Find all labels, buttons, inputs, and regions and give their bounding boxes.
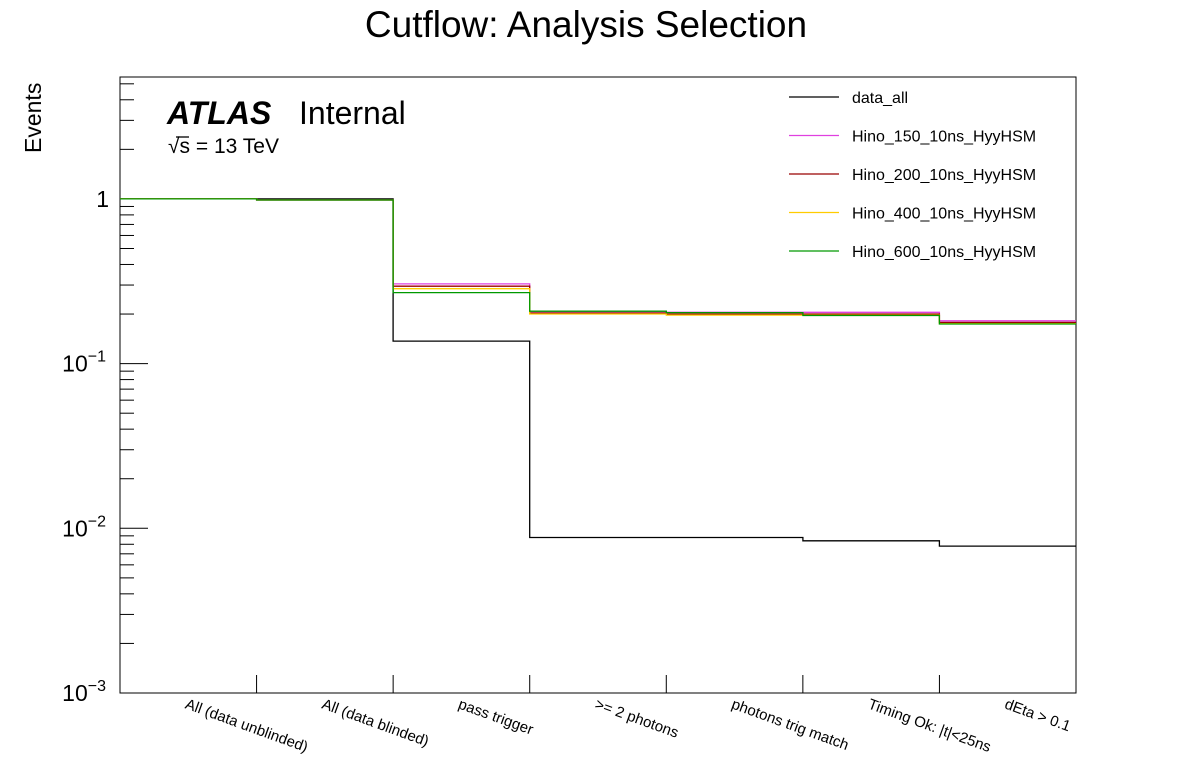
series-group [120,198,1076,547]
legend-label-1: Hino_150_10ns_HyyHSM [852,129,1036,146]
series-line-0 [120,198,1076,547]
energy-label: √s = 13 TeV [168,135,279,158]
y-tick-label: 10−3 [62,678,106,706]
legend-label-2: Hino_200_10ns_HyyHSM [852,167,1036,184]
plot-frame [119,76,1077,694]
legend: data_all Hino_150_10ns_HyyHSM Hino_200_10n… [789,90,1036,261]
series-line-4 [120,198,1076,325]
energy-value: = 13 TeV [190,135,279,158]
chart-title: Cutflow: Analysis Selection [365,4,807,45]
energy-sqrt: √s [168,135,190,158]
y-tick-label: 10−2 [62,513,106,541]
atlas-status-label: Internal [299,95,406,131]
atlas-experiment-label: ATLAS [166,95,272,131]
legend-label-0: data_all [852,90,908,107]
atlas-label: ATLAS Internal √s = 13 TeV [166,95,406,158]
y-tick-label: 1 [96,186,109,212]
legend-label-4: Hino_600_10ns_HyyHSM [852,244,1036,261]
y-tick-label: 10−1 [62,349,106,377]
y-axis-tick-labels: 1 10−1 10−2 10−3 [62,186,109,706]
y-axis-title: Events [20,83,46,153]
y-axis-ticks [120,83,148,694]
x-axis-ticks [256,675,940,693]
legend-label-3: Hino_400_10ns_HyyHSM [852,206,1036,223]
